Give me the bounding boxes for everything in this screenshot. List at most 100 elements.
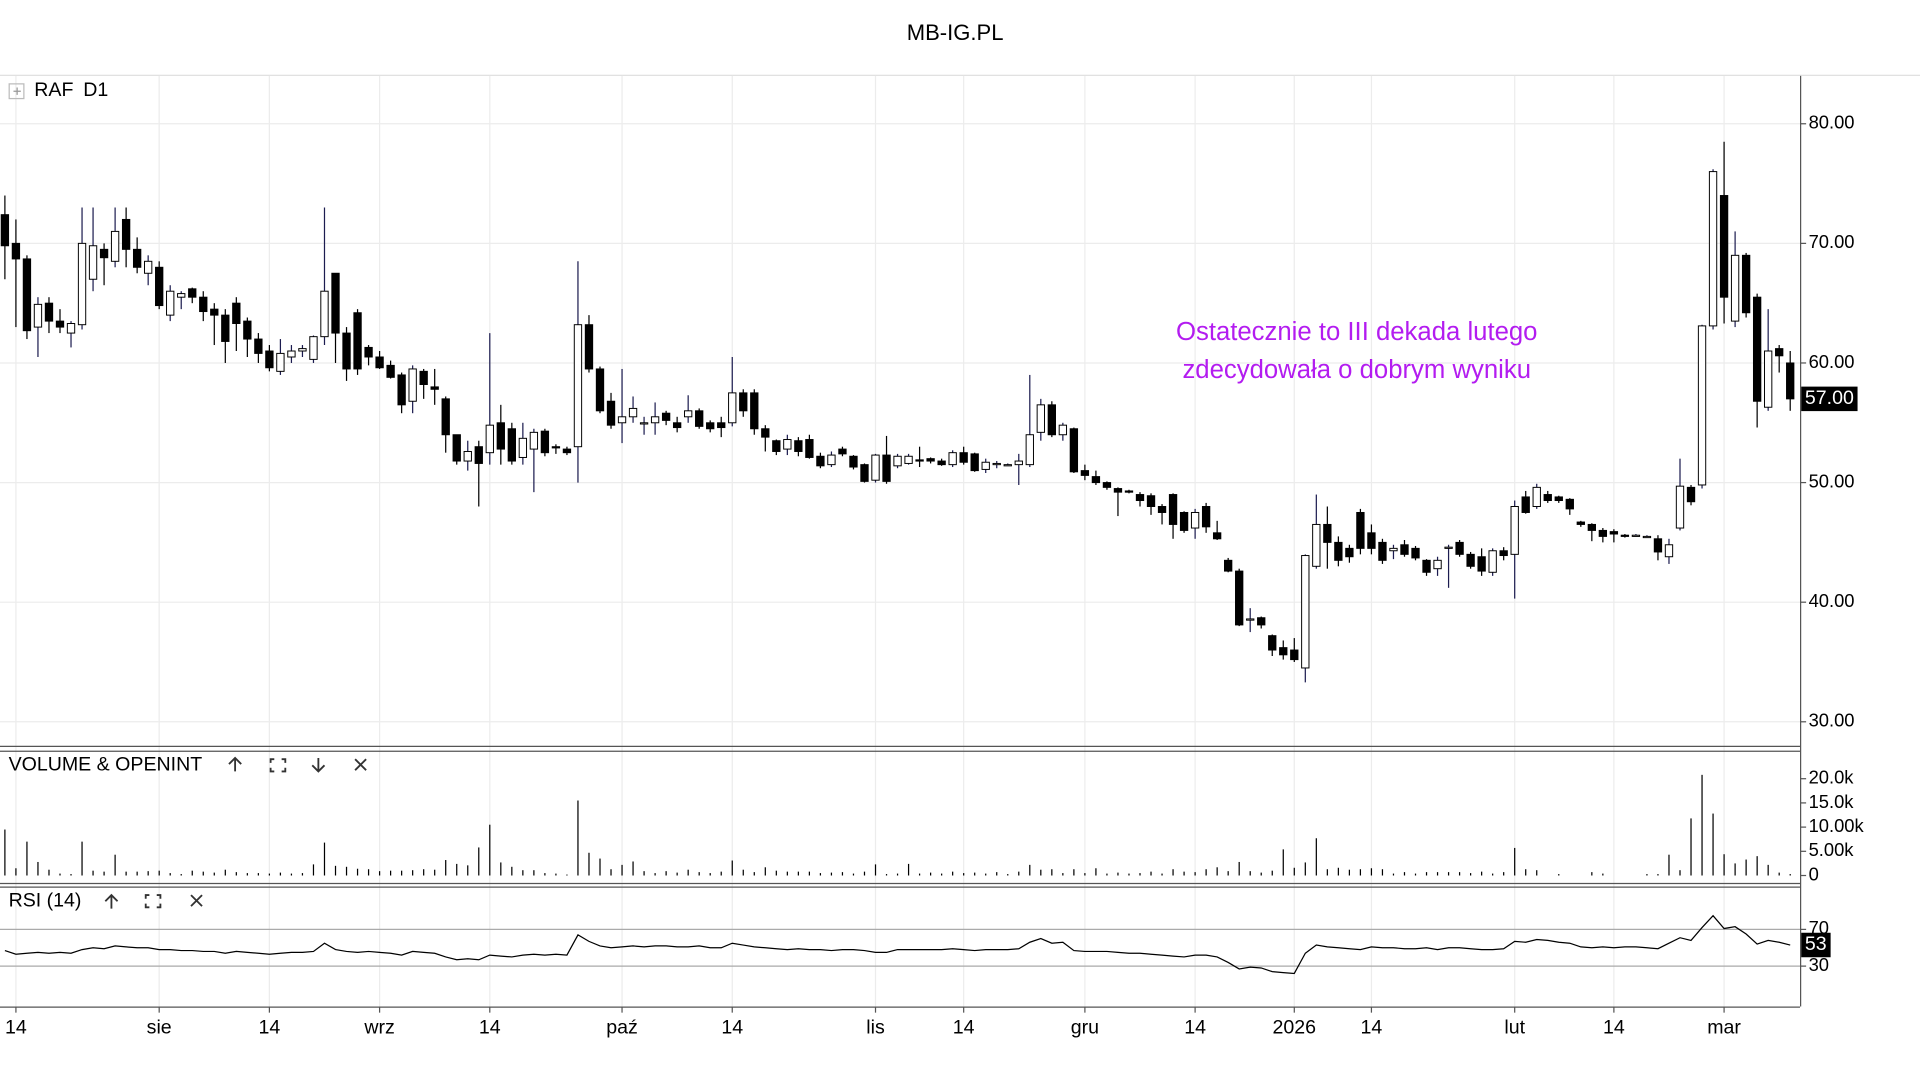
- candle-body: [66, 323, 76, 334]
- pane-title: VOLUME & OPENINT: [9, 753, 203, 775]
- last-value-label: 53: [1805, 933, 1827, 955]
- candle-body: [375, 356, 384, 369]
- candle-body: [1455, 541, 1464, 555]
- candle-body: [1025, 434, 1034, 466]
- candle-body: [1168, 494, 1178, 525]
- y-tick-label: 70.00: [1809, 231, 1855, 252]
- candle-body: [981, 461, 990, 470]
- candle-body: [1257, 617, 1266, 626]
- candle-body: [1047, 404, 1056, 436]
- x-tick-label: lut: [1504, 1017, 1525, 1039]
- candle-body: [882, 454, 891, 482]
- candle-body: [1124, 490, 1134, 493]
- candle-body: [1400, 544, 1409, 555]
- candle-body: [155, 266, 164, 307]
- candle-body: [628, 407, 638, 418]
- candle-body: [970, 453, 979, 472]
- candle-body: [783, 439, 792, 450]
- pane-controls: [228, 756, 367, 773]
- candle-body: [364, 346, 373, 358]
- candle-body: [1389, 547, 1398, 552]
- pane-title: RSI (14): [9, 889, 82, 911]
- candle-body: [1686, 486, 1696, 503]
- y-tick-label: 30: [1809, 954, 1829, 975]
- candle-body: [1036, 404, 1045, 433]
- move-up-button[interactable]: [104, 893, 119, 909]
- candle-body: [750, 392, 759, 430]
- candle-body: [110, 230, 120, 262]
- candle-body: [1587, 523, 1596, 531]
- candle-body: [915, 459, 924, 462]
- x-tick-label: 14: [258, 1017, 280, 1039]
- candle-body: [1201, 506, 1211, 528]
- maximize-button[interactable]: [144, 894, 162, 909]
- candle-body: [1190, 511, 1200, 529]
- candle-body: [1146, 495, 1156, 507]
- candle-body: [816, 455, 825, 467]
- candle-body: [827, 454, 836, 466]
- candle-body: [1334, 541, 1343, 561]
- close-button[interactable]: [190, 894, 203, 907]
- candle-body: [1091, 476, 1101, 484]
- candle-body: [1378, 541, 1387, 561]
- candle-body: [1433, 559, 1442, 570]
- candle-body: [1554, 496, 1563, 502]
- candle-body: [529, 431, 539, 450]
- maximize-button[interactable]: [269, 758, 287, 773]
- x-tick-label: sie: [147, 1017, 172, 1039]
- move-down-button[interactable]: [311, 757, 326, 773]
- candle-body: [1411, 547, 1420, 559]
- annotation: zdecydowała o dobrym wyniku: [1182, 356, 1531, 384]
- candle-body: [1246, 618, 1255, 621]
- candle-body: [1499, 550, 1508, 557]
- y-tick-label: 60.00: [1809, 351, 1855, 372]
- candle-body: [22, 258, 32, 332]
- candle-body: [452, 434, 461, 462]
- candle-body: [937, 460, 946, 466]
- candle-body: [595, 368, 605, 412]
- candle-body: [463, 450, 472, 462]
- candle-body: [386, 364, 395, 378]
- candle-body: [551, 446, 561, 449]
- candle-body: [1235, 570, 1244, 626]
- candle-body: [342, 332, 351, 370]
- candle-body: [11, 242, 21, 260]
- chart-title: MB-IG.PL: [907, 20, 1004, 45]
- candle-body: [518, 437, 528, 458]
- x-tick-label: lis: [866, 1017, 885, 1039]
- expand-icon-plus: [13, 87, 21, 95]
- candle-body: [904, 455, 913, 464]
- candle-body: [1576, 521, 1585, 525]
- candle-body: [1510, 506, 1519, 555]
- candle-body: [210, 308, 219, 316]
- symbol: RAF: [34, 79, 73, 101]
- candle-body: [871, 454, 880, 481]
- last-price-label: 57.00: [1805, 387, 1854, 409]
- x-tick-label: 14: [1361, 1017, 1383, 1039]
- candle-body: [959, 452, 968, 463]
- candle-body: [1345, 547, 1354, 558]
- x-tick-label: wrz: [363, 1017, 394, 1039]
- move-up-button[interactable]: [228, 756, 242, 772]
- candle-body: [1290, 649, 1299, 661]
- rsi-line: [4, 914, 1791, 975]
- candle-body: [838, 448, 847, 455]
- candle-body: [672, 422, 682, 429]
- candle-body: [1367, 532, 1376, 549]
- candle-body: [33, 303, 43, 328]
- candle-body: [684, 410, 693, 418]
- expand-icon[interactable]: [8, 83, 25, 100]
- candle-body: [1135, 494, 1145, 502]
- candle-body: [1741, 254, 1751, 314]
- candle-body: [1752, 296, 1762, 402]
- x-tick-label: 14: [1184, 1017, 1206, 1039]
- y-tick-label: 30.00: [1809, 710, 1855, 731]
- candle-body: [132, 248, 142, 268]
- candle-body: [1323, 523, 1332, 543]
- close-button[interactable]: [354, 758, 367, 771]
- x-tick-label: 14: [721, 1017, 743, 1039]
- candle-body: [232, 302, 241, 324]
- candle-body: [893, 455, 902, 467]
